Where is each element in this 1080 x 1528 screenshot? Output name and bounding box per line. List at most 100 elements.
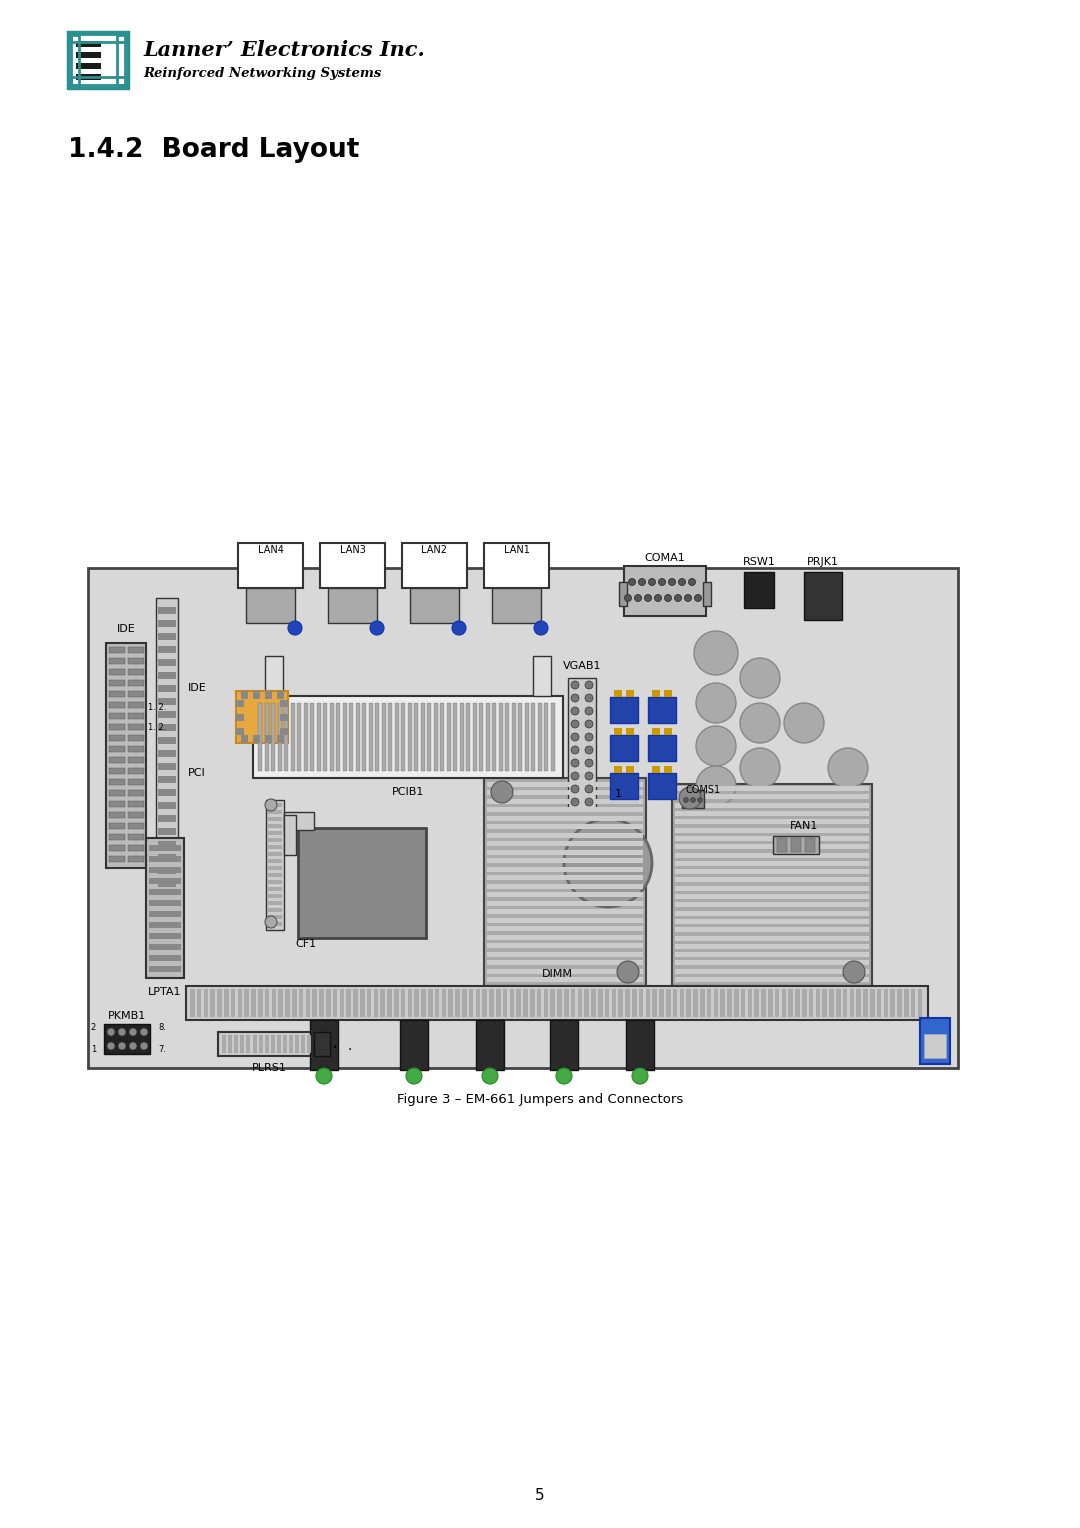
Bar: [268, 915, 282, 918]
Bar: [675, 903, 869, 908]
Bar: [523, 989, 528, 1018]
Bar: [158, 854, 176, 860]
Bar: [76, 73, 102, 79]
Text: PRJK1: PRJK1: [807, 558, 839, 567]
Bar: [516, 989, 521, 1018]
Bar: [158, 750, 176, 756]
Bar: [258, 989, 262, 1018]
Circle shape: [675, 594, 681, 602]
Bar: [804, 571, 842, 620]
Bar: [809, 989, 813, 1018]
Bar: [313, 1034, 318, 1053]
Bar: [149, 900, 181, 906]
Bar: [578, 989, 582, 1018]
Bar: [158, 685, 176, 692]
Bar: [453, 703, 457, 772]
Bar: [149, 911, 181, 917]
Bar: [253, 735, 260, 743]
Bar: [890, 989, 895, 1018]
Bar: [407, 989, 413, 1018]
Bar: [487, 892, 643, 897]
Bar: [253, 1034, 257, 1053]
Bar: [268, 886, 282, 891]
Bar: [897, 989, 902, 1018]
Bar: [877, 989, 881, 1018]
Bar: [543, 989, 548, 1018]
Text: PCIB1: PCIB1: [392, 787, 424, 798]
Bar: [394, 989, 399, 1018]
Text: LAN3: LAN3: [339, 545, 365, 555]
Bar: [675, 935, 869, 941]
Bar: [149, 879, 181, 885]
Circle shape: [635, 594, 642, 602]
Bar: [237, 700, 244, 707]
Circle shape: [556, 1068, 572, 1083]
Circle shape: [118, 1028, 126, 1036]
Bar: [401, 989, 405, 1018]
Bar: [706, 989, 712, 1018]
Bar: [675, 836, 869, 840]
Circle shape: [684, 798, 689, 802]
Bar: [217, 989, 221, 1018]
Bar: [427, 703, 431, 772]
Bar: [109, 646, 125, 652]
Bar: [158, 698, 176, 704]
Bar: [734, 989, 739, 1018]
Bar: [487, 926, 643, 931]
Circle shape: [696, 766, 735, 805]
Bar: [624, 565, 706, 616]
Bar: [280, 700, 288, 707]
Bar: [626, 1021, 654, 1070]
Bar: [610, 735, 638, 761]
Bar: [149, 856, 181, 862]
Bar: [326, 989, 330, 1018]
Bar: [791, 837, 801, 853]
Bar: [149, 955, 181, 961]
Bar: [109, 834, 125, 840]
Bar: [675, 819, 869, 824]
Text: Reinforced Networking Systems: Reinforced Networking Systems: [143, 67, 381, 81]
Bar: [129, 834, 144, 840]
Bar: [605, 989, 609, 1018]
Bar: [625, 989, 630, 1018]
Bar: [679, 989, 684, 1018]
Bar: [129, 801, 144, 807]
Bar: [284, 703, 288, 772]
Bar: [158, 607, 176, 614]
Bar: [664, 727, 672, 735]
Bar: [755, 989, 759, 1018]
Bar: [433, 703, 437, 772]
Bar: [487, 807, 643, 811]
Bar: [829, 989, 834, 1018]
Bar: [626, 766, 634, 773]
Circle shape: [482, 1068, 498, 1083]
Bar: [487, 833, 643, 837]
Bar: [308, 1034, 311, 1053]
Circle shape: [571, 772, 579, 779]
Text: DIMM: DIMM: [541, 969, 572, 979]
Circle shape: [638, 579, 646, 585]
Bar: [693, 989, 698, 1018]
Circle shape: [664, 594, 672, 602]
Bar: [129, 659, 144, 665]
Bar: [675, 961, 869, 966]
Text: LPTA1: LPTA1: [148, 987, 181, 996]
Bar: [626, 727, 634, 735]
Bar: [388, 703, 392, 772]
Bar: [795, 989, 799, 1018]
Circle shape: [571, 720, 579, 727]
Bar: [480, 703, 483, 772]
Bar: [109, 856, 125, 862]
Bar: [347, 989, 351, 1018]
Bar: [720, 989, 725, 1018]
Bar: [292, 989, 297, 1018]
Bar: [487, 840, 643, 847]
Bar: [744, 571, 774, 608]
Bar: [675, 853, 869, 857]
Bar: [289, 1034, 293, 1053]
Bar: [306, 989, 310, 1018]
Bar: [353, 989, 357, 1018]
Bar: [266, 801, 284, 931]
Bar: [237, 691, 288, 743]
Bar: [675, 795, 869, 799]
